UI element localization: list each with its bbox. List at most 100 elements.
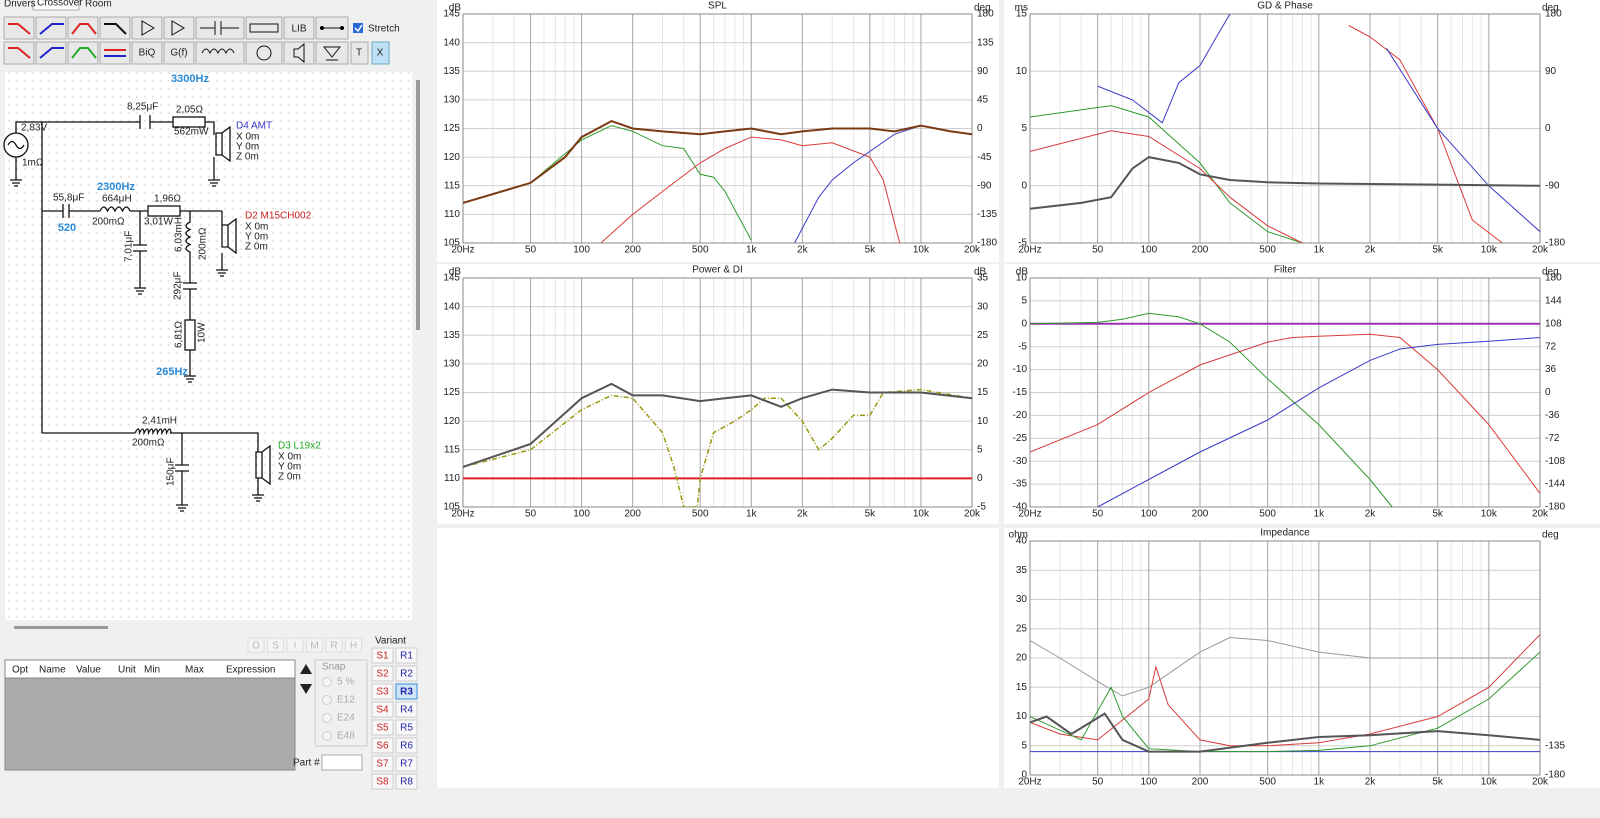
- tool-button[interactable]: [35, 41, 67, 65]
- driver-pos: Y 0m: [236, 142, 259, 153]
- tool-button[interactable]: [3, 16, 35, 40]
- tool-button[interactable]: [245, 41, 283, 65]
- checkbox[interactable]: [353, 23, 363, 33]
- variant-button[interactable]: [395, 647, 418, 664]
- radio[interactable]: [322, 695, 332, 705]
- y-tick-label: 125: [443, 387, 460, 398]
- variant-label[interactable]: R3: [400, 687, 413, 698]
- variant-label[interactable]: R5: [400, 723, 413, 734]
- variant-button[interactable]: [371, 773, 394, 790]
- variant-button[interactable]: [395, 701, 418, 718]
- y2-tick-label: 36: [1545, 364, 1557, 375]
- variant-label[interactable]: S1: [376, 651, 389, 662]
- mode-label[interactable]: S: [272, 641, 279, 652]
- button-label[interactable]: BiQ: [139, 48, 156, 59]
- radio-label[interactable]: E24: [337, 713, 355, 724]
- y2-tick-label: -108: [1545, 456, 1565, 467]
- tab[interactable]: Room: [85, 0, 112, 10]
- tool-button[interactable]: [315, 41, 349, 65]
- variant-label[interactable]: S5: [376, 723, 389, 734]
- column-header: Max: [185, 665, 204, 676]
- variant-label[interactable]: R2: [400, 669, 413, 680]
- variant-button[interactable]: [395, 773, 418, 790]
- variant-label[interactable]: R1: [400, 651, 413, 662]
- mode-button[interactable]: [267, 637, 284, 653]
- variant-button[interactable]: [371, 683, 394, 700]
- variant-button[interactable]: [371, 647, 394, 664]
- variant-label[interactable]: S6: [376, 741, 389, 752]
- tool-button[interactable]: [99, 41, 131, 65]
- variant-label[interactable]: S7: [376, 759, 389, 770]
- mode-label[interactable]: R: [330, 641, 337, 652]
- radio-label[interactable]: E48: [337, 731, 355, 742]
- mode-label[interactable]: I: [294, 641, 297, 652]
- y-tick-label: 0: [1021, 318, 1027, 329]
- variant-label[interactable]: R8: [400, 777, 413, 788]
- variant-button[interactable]: [371, 755, 394, 772]
- radio[interactable]: [322, 713, 332, 723]
- tab-active[interactable]: [32, 0, 80, 11]
- variant-label[interactable]: R4: [400, 705, 413, 716]
- tab[interactable]: Drivers: [4, 0, 36, 10]
- curve: [1097, 14, 1540, 232]
- tool-button[interactable]: [245, 16, 283, 40]
- part-value: 6,03mH: [174, 217, 185, 252]
- variant-button[interactable]: [395, 665, 418, 682]
- mode-label[interactable]: M: [310, 641, 318, 652]
- variant-label[interactable]: S8: [376, 777, 389, 788]
- radio-label[interactable]: 5 %: [337, 677, 354, 688]
- tool-button[interactable]: [283, 41, 315, 65]
- y-tick-label: -20: [1013, 410, 1028, 421]
- button-label[interactable]: T: [356, 48, 362, 59]
- y-tick-label: 110: [444, 209, 460, 220]
- variant-button[interactable]: [371, 665, 394, 682]
- mode-label[interactable]: H: [350, 641, 357, 652]
- tab[interactable]: Crossover: [37, 0, 83, 9]
- tool-button[interactable]: [163, 41, 195, 65]
- tool-button[interactable]: [350, 41, 369, 65]
- tool-button[interactable]: [371, 41, 390, 65]
- mode-label[interactable]: O: [252, 641, 260, 652]
- variant-button[interactable]: [395, 683, 418, 700]
- variant-label[interactable]: S4: [376, 705, 389, 716]
- part-input[interactable]: [321, 754, 363, 771]
- x-tick-label: 20k: [964, 509, 981, 520]
- tool-button[interactable]: [195, 16, 245, 40]
- radio-label[interactable]: E12: [337, 695, 355, 706]
- button-label[interactable]: X: [377, 48, 384, 59]
- mode-button[interactable]: [325, 637, 343, 653]
- mode-button[interactable]: [306, 637, 323, 653]
- tool-button[interactable]: [67, 16, 99, 40]
- variant-label[interactable]: R7: [400, 759, 413, 770]
- mode-button[interactable]: [247, 637, 265, 653]
- move-arrows[interactable]: [300, 664, 312, 694]
- mode-button[interactable]: [345, 637, 362, 653]
- tool-button[interactable]: [35, 16, 67, 40]
- tool-button[interactable]: [131, 16, 163, 40]
- checkbox-label[interactable]: Stretch: [368, 24, 400, 35]
- part-value: 2,05Ω: [176, 105, 203, 116]
- curve: [463, 388, 972, 507]
- tool-button[interactable]: [3, 41, 35, 65]
- variant-label[interactable]: R6: [400, 741, 413, 752]
- variant-button[interactable]: [395, 755, 418, 772]
- variant-label[interactable]: S3: [376, 687, 389, 698]
- variant-button[interactable]: [395, 719, 418, 736]
- variant-button[interactable]: [371, 719, 394, 736]
- button-label[interactable]: G(f): [170, 48, 187, 59]
- variant-button[interactable]: [371, 701, 394, 718]
- tool-button[interactable]: [195, 41, 245, 65]
- button-label[interactable]: LIB: [291, 24, 306, 35]
- tool-button[interactable]: [163, 16, 195, 40]
- tool-button[interactable]: [67, 41, 99, 65]
- variant-button[interactable]: [395, 737, 418, 754]
- tool-button[interactable]: [283, 16, 315, 40]
- x-tick-label: 500: [1259, 245, 1276, 256]
- variant-label[interactable]: S2: [376, 669, 389, 680]
- tool-button[interactable]: [131, 41, 163, 65]
- variant-button[interactable]: [371, 737, 394, 754]
- tool-button[interactable]: [99, 16, 131, 40]
- mode-button[interactable]: [286, 637, 304, 653]
- radio[interactable]: [322, 731, 332, 741]
- radio[interactable]: [322, 677, 332, 687]
